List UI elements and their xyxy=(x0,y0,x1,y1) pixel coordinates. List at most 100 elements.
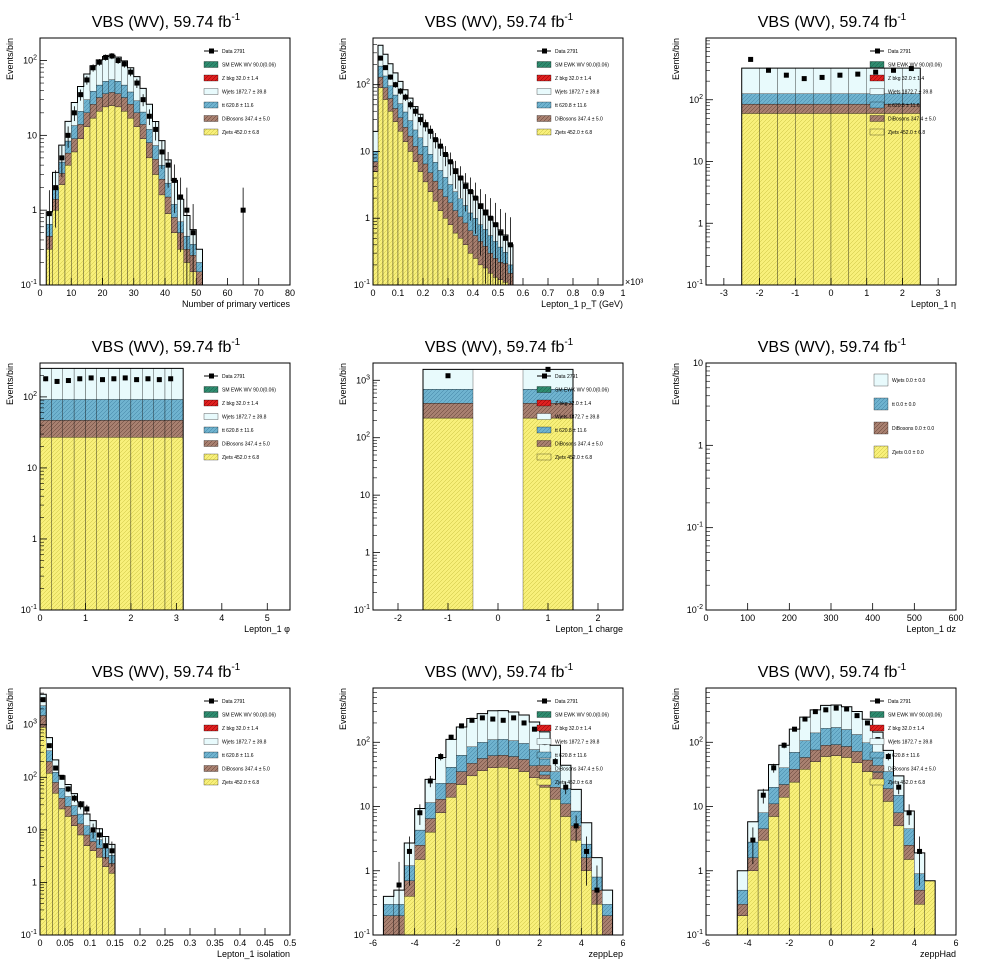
x-tick-label: 0 xyxy=(703,613,708,623)
data-point xyxy=(171,177,177,183)
y-tick-exponent: 2 xyxy=(366,736,370,743)
stack-bar-dibosons xyxy=(560,803,572,817)
data-point xyxy=(458,175,463,181)
legend-label: DiBosons 347.4 ± 5.0 xyxy=(555,117,603,123)
legend-label: Z bkg 32.0 ± 1.4 xyxy=(555,76,591,82)
x-axis-label: Lepton_1 φ xyxy=(244,624,290,634)
stack-bar-zjets xyxy=(872,784,884,936)
stack-bar-dibosons xyxy=(58,798,66,810)
stack-bar-tt xyxy=(146,129,153,143)
stack-bar-zjets xyxy=(924,880,936,936)
legend-swatch-zbkg xyxy=(536,724,552,732)
stack-bar-tt xyxy=(414,829,426,846)
stack-bar-dibosons xyxy=(914,889,925,905)
stack-bar-zjets xyxy=(757,839,769,936)
stack-bar-zjets xyxy=(158,194,166,286)
legend-swatch-zjets xyxy=(869,128,885,136)
stack-bar-zjets xyxy=(152,174,159,286)
stack-bar-tt xyxy=(851,734,863,752)
stack-bar-wjets xyxy=(737,870,748,891)
stack-bar-dibosons xyxy=(130,420,143,438)
stack-bar-tt xyxy=(96,399,109,421)
data-point xyxy=(417,810,423,816)
data-point xyxy=(134,377,140,383)
legend-swatch-dibosons xyxy=(203,765,219,772)
data-point xyxy=(459,723,465,729)
stack-bar-zjets xyxy=(146,157,153,286)
y-tick-label: 102 xyxy=(689,736,703,747)
stack-bar-zjets xyxy=(142,437,154,611)
stack-bar-zjets xyxy=(96,437,109,611)
data-point xyxy=(184,207,190,213)
stack-bar-zjets xyxy=(741,113,760,286)
stack-bar-zjets xyxy=(164,213,172,286)
stack-bar-zjets xyxy=(133,126,141,286)
y-tick-base: 10 xyxy=(27,463,37,473)
legend-label: SM EWK WV 90.0(0.06) xyxy=(222,713,276,719)
chart-svg: VBS (WV), 59.74 fb-1-2 -1 0 1 210-1110102103… xyxy=(338,337,624,634)
stack-bar-zjets xyxy=(884,113,903,286)
legend-label: Wjets 1872.7 ± 39.8 xyxy=(555,740,600,746)
data-point xyxy=(71,795,77,801)
chart-title-main: VBS (WV), 59.74 fb xyxy=(758,14,898,31)
data-point xyxy=(145,376,151,382)
legend-label: Z bkg 32.0 ± 1.4 xyxy=(222,76,258,82)
stack-bar-wjets xyxy=(130,368,143,400)
y-tick-base: 10 xyxy=(693,157,703,167)
data-point xyxy=(46,743,52,749)
legend-swatch-zbkg xyxy=(536,399,552,407)
legend-label: Wjets 1872.7 ± 39.8 xyxy=(888,90,933,96)
stack-bar-dibosons xyxy=(133,112,141,127)
y-tick-label: 10 xyxy=(693,358,703,368)
stack-bar-wjets xyxy=(83,813,91,826)
stack-bar-dibosons xyxy=(46,761,53,774)
legend-label: DiBosons 347.4 ± 5.0 xyxy=(888,117,936,123)
stack-bar-zjets xyxy=(121,111,128,286)
stack-bar-dibosons xyxy=(387,98,394,112)
y-tick-base: 1 xyxy=(32,205,37,215)
stack-bar-tt xyxy=(777,93,796,105)
y-tick-exponent: -1 xyxy=(697,929,703,936)
stack-bar-dibosons xyxy=(171,217,178,233)
stack-bar-dibosons xyxy=(89,104,97,119)
y-axis-label: Events/bin xyxy=(5,688,15,730)
y-tick-base: 10 xyxy=(360,802,370,812)
stack-bar-dibosons xyxy=(812,103,832,114)
stack-bar-zjets xyxy=(71,825,78,936)
x-tick-label: 0.8 xyxy=(567,288,580,298)
data-point xyxy=(54,378,60,384)
y-tick-base: 10 xyxy=(687,930,697,940)
stack-bar-tt xyxy=(382,75,389,88)
data-point xyxy=(43,376,49,382)
data-point xyxy=(111,376,117,382)
x-tick-label: 80 xyxy=(285,288,295,298)
data-point xyxy=(96,832,102,838)
legend-swatch-dibosons xyxy=(536,440,552,447)
stack-bar-tt xyxy=(402,111,409,128)
legend-label: Data 2791 xyxy=(888,699,911,705)
legend-label: SM EWK WV 90.0(0.06) xyxy=(222,388,276,394)
legend-data-marker xyxy=(209,698,214,704)
stack-bar-zjets xyxy=(114,106,122,286)
y-tick-label: 10 xyxy=(693,802,703,812)
y-tick-exponent: 3 xyxy=(366,374,370,381)
stack-bar-zjets xyxy=(414,859,426,936)
plot-panel-lepton-pt: VBS (WV), 59.74 fb-1 0 0.1 0.2 0.3 0.4 0.5 0.6 0… xyxy=(333,0,665,322)
legend-swatch-tt xyxy=(203,426,219,434)
stack-bar-dibosons xyxy=(152,159,159,175)
data-point xyxy=(90,65,96,71)
stack-bar-tt xyxy=(741,93,760,105)
legend-swatch-wjets xyxy=(873,373,889,387)
chart-title-superscript: -1 xyxy=(897,662,906,673)
stack-bar-dibosons xyxy=(768,803,780,817)
legend-label: Z bkg 32.0 ± 1.4 xyxy=(888,726,924,732)
data-point xyxy=(59,155,65,161)
data-point xyxy=(488,215,493,221)
stack-bar-dibosons xyxy=(64,152,72,166)
data-point xyxy=(891,67,896,73)
stack-bar-zjets xyxy=(477,770,488,936)
data-point xyxy=(573,823,579,829)
y-tick-base: 10 xyxy=(354,930,364,940)
stack-bar-wjets xyxy=(142,368,154,400)
data-point xyxy=(115,58,121,64)
